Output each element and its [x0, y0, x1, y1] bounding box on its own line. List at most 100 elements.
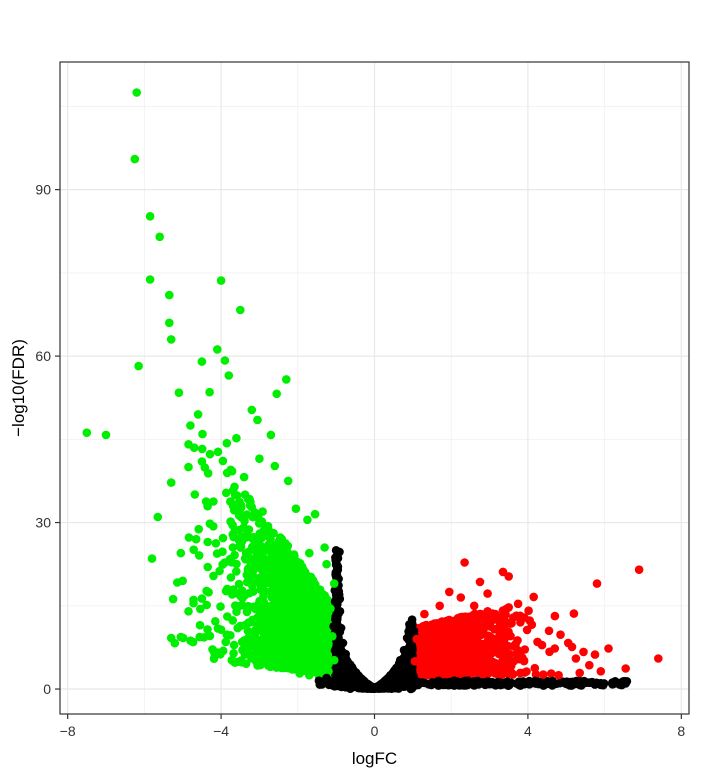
point-down	[266, 617, 276, 627]
point-down	[286, 564, 295, 574]
point-down	[176, 548, 186, 558]
point-down	[270, 607, 279, 616]
point-not-significant	[443, 678, 452, 688]
point-not-significant	[568, 677, 578, 687]
point-down	[195, 632, 204, 642]
point-up	[513, 599, 523, 609]
point-down	[286, 634, 296, 643]
point-down	[228, 616, 237, 625]
point-down	[247, 638, 257, 648]
point-not-significant	[395, 655, 405, 665]
point-up	[485, 661, 494, 670]
point-down	[326, 604, 335, 613]
point-down	[305, 548, 314, 558]
point-down	[237, 600, 247, 610]
point-up	[441, 656, 451, 665]
point-down	[255, 454, 264, 464]
point-up	[504, 572, 513, 581]
point-down	[209, 522, 218, 531]
point-up	[634, 565, 644, 574]
point-down	[276, 614, 285, 623]
point-down	[165, 318, 174, 328]
point-down	[194, 551, 204, 560]
point-up	[469, 601, 479, 611]
point-up	[509, 657, 518, 666]
point-down	[302, 576, 312, 586]
point-up	[508, 642, 518, 651]
point-down	[230, 482, 239, 492]
point-up	[472, 635, 482, 645]
point-down	[189, 598, 198, 608]
point-up	[550, 611, 560, 621]
point-down	[213, 447, 223, 457]
x-axis-title: logFC	[352, 749, 397, 768]
point-up	[422, 640, 432, 650]
point-down	[272, 582, 282, 592]
point-down	[186, 636, 195, 645]
point-down	[300, 567, 310, 577]
point-down	[303, 515, 312, 525]
point-down	[193, 410, 203, 419]
point-down	[218, 533, 228, 543]
point-down	[270, 461, 280, 471]
point-up	[554, 670, 563, 680]
point-not-significant	[331, 546, 341, 555]
point-down	[220, 356, 230, 365]
point-down	[280, 663, 289, 673]
y-tick-label: 60	[35, 348, 51, 364]
point-down	[239, 472, 249, 482]
point-down	[82, 428, 92, 438]
point-up	[431, 667, 441, 676]
point-down	[166, 478, 176, 487]
point-down	[305, 670, 314, 680]
point-up	[569, 609, 579, 618]
point-up	[512, 650, 522, 659]
point-down	[197, 444, 207, 454]
point-down	[266, 645, 275, 654]
point-up	[473, 612, 483, 622]
point-down	[174, 388, 184, 398]
point-down	[304, 639, 314, 648]
grid-lines	[60, 62, 689, 714]
point-down	[155, 232, 164, 242]
point-up	[531, 670, 541, 679]
point-down	[312, 622, 322, 631]
point-up	[533, 637, 542, 647]
point-down	[197, 357, 207, 366]
point-not-significant	[577, 679, 586, 688]
point-not-significant	[332, 555, 342, 564]
y-tick-label: 90	[35, 182, 51, 198]
point-down	[299, 591, 309, 600]
point-not-significant	[344, 659, 354, 668]
y-axis-title: −log10(FDR)	[9, 339, 28, 437]
point-down	[184, 462, 193, 472]
point-down	[191, 534, 201, 544]
point-down	[260, 525, 270, 534]
point-up	[498, 660, 508, 670]
point-down	[277, 598, 287, 607]
point-up	[590, 650, 600, 659]
point-not-significant	[592, 679, 602, 688]
point-down	[197, 457, 207, 466]
point-down	[292, 626, 302, 635]
point-down	[168, 594, 178, 604]
point-down	[234, 579, 244, 589]
point-down	[299, 600, 309, 609]
point-down	[232, 567, 241, 576]
point-down	[218, 547, 227, 556]
point-up	[479, 649, 489, 659]
point-down	[221, 637, 231, 647]
point-not-significant	[527, 678, 537, 688]
point-down	[145, 275, 155, 284]
point-down	[312, 658, 321, 667]
point-down	[273, 551, 282, 561]
point-down	[246, 497, 255, 507]
point-up	[475, 577, 485, 587]
point-not-significant	[420, 678, 429, 688]
point-not-significant	[562, 679, 571, 689]
point-not-significant	[334, 645, 343, 654]
point-up	[524, 606, 533, 615]
data-points	[82, 88, 663, 694]
point-down	[248, 512, 258, 522]
